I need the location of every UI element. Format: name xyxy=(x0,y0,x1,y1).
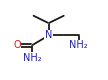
Text: O: O xyxy=(13,40,21,50)
Text: NH₂: NH₂ xyxy=(23,53,41,63)
Text: NH₂: NH₂ xyxy=(69,40,88,50)
Text: N: N xyxy=(45,30,52,40)
